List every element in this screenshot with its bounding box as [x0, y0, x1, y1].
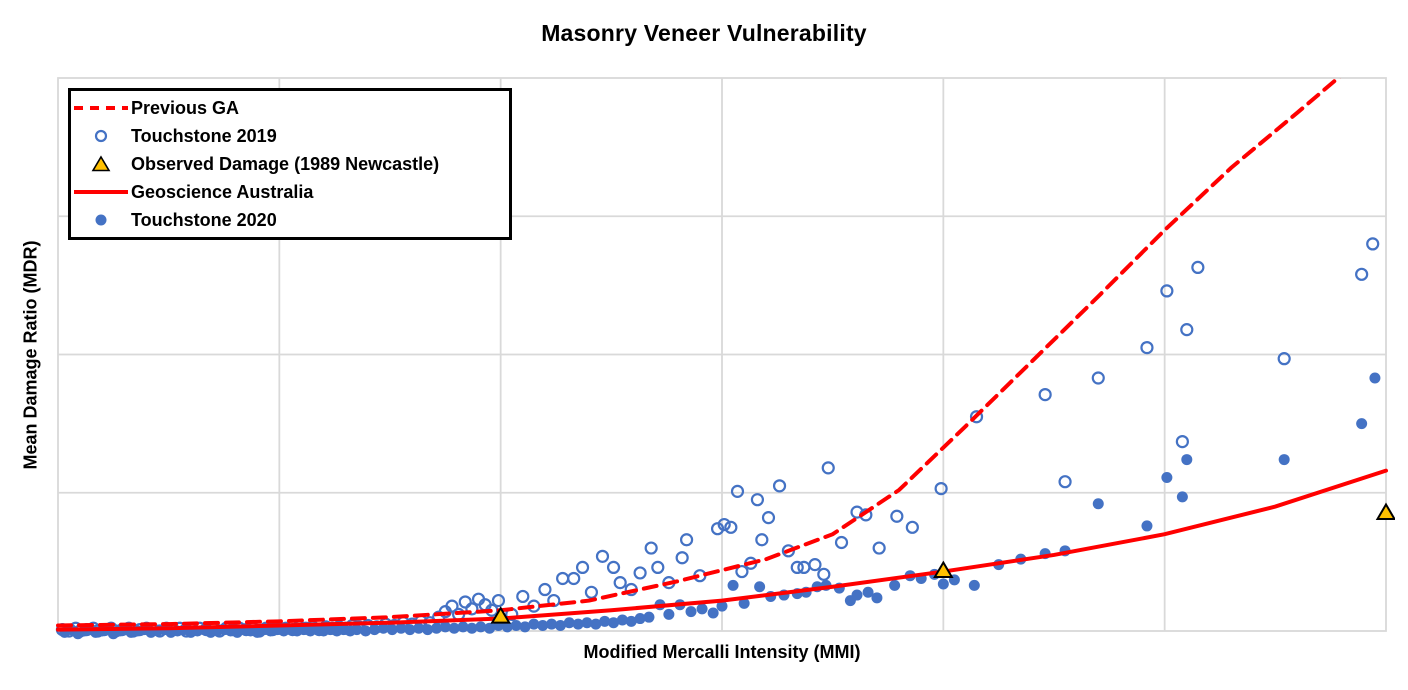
legend-label: Previous GA — [131, 97, 240, 118]
legend-label: Geoscience Australia — [131, 181, 314, 202]
y-axis-label: Mean Damage Ratio (MDR) — [20, 240, 41, 470]
triangle-icon — [71, 154, 131, 174]
chart-title: Masonry Veneer Vulnerability — [541, 20, 867, 46]
series-line-solid — [56, 468, 1388, 632]
legend-item-observed-damage: Observed Damage (1989 Newcastle) — [71, 150, 509, 178]
series-triangle — [490, 502, 1395, 624]
series-open-circle — [55, 237, 1380, 638]
legend-item-touchstone-2020: Touchstone 2020 — [71, 206, 509, 234]
legend-item-previous-ga: Previous GA — [71, 94, 509, 122]
solid-red-line-icon — [71, 182, 131, 202]
legend-label: Touchstone 2019 — [131, 125, 277, 146]
plot-series — [55, 78, 1395, 640]
legend-item-geoscience-australia: Geoscience Australia — [71, 178, 509, 206]
x-axis-label: Modified Mercalli Intensity (MMI) — [583, 642, 861, 662]
filled-circle-icon — [71, 210, 131, 230]
legend-item-touchstone-2019: Touchstone 2019 — [71, 122, 509, 150]
dashed-red-line-icon — [71, 98, 131, 118]
legend-label: Touchstone 2020 — [131, 209, 277, 230]
series-line-dashed — [56, 78, 1342, 628]
chart-legend: Previous GA Touchstone 2019 Observed Dam… — [68, 88, 512, 240]
open-circle-icon — [71, 126, 131, 146]
legend-label: Observed Damage (1989 Newcastle) — [131, 153, 440, 174]
